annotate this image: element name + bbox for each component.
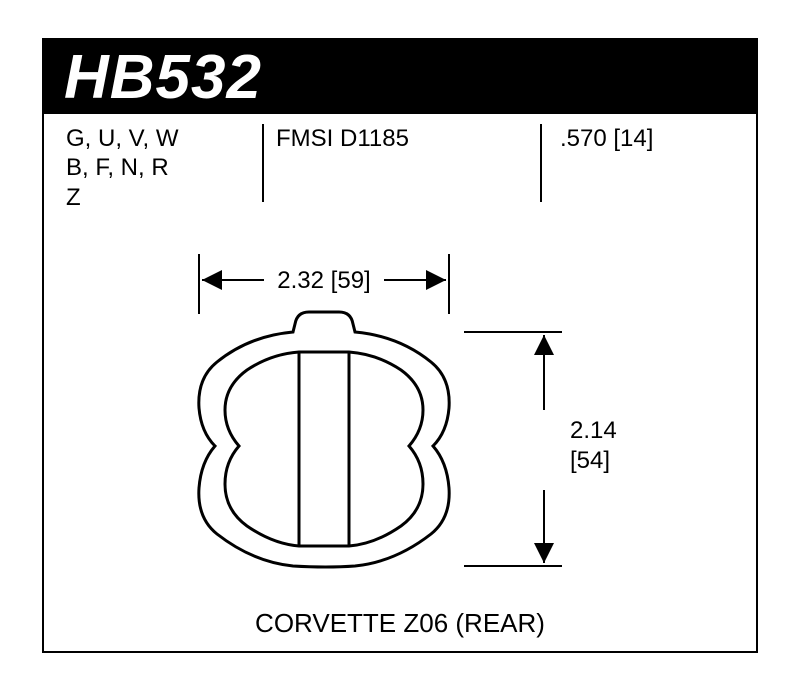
diagram-area: 2.32 [59] 2.14 [44,212,756,612]
height-dimension: 2.14 [54] [464,332,617,566]
compounds-column: G, U, V, W B, F, N, R Z [66,124,260,212]
part-number: HB532 [64,42,262,113]
fmsi-code: FMSI D1185 [276,124,508,153]
brake-pad-outline [199,312,449,567]
thickness-column: .570 [14] [560,124,740,153]
compounds-line: G, U, V, W [66,124,260,153]
thickness-value: .570 [14] [560,124,740,153]
brake-pad-diagram: 2.32 [59] 2.14 [44,212,760,612]
spec-sheet-frame: HB532 G, U, V, W B, F, N, R Z FMSI D1185… [42,38,758,653]
width-in: 2.32 [277,267,324,294]
fmsi-column: FMSI D1185 [276,124,508,153]
height-in: 2.14 [570,417,617,444]
width-dimension: 2.32 [59] [199,254,449,314]
column-separator [262,124,264,202]
svg-text:[54]: [54] [570,447,610,474]
compounds-line: Z [66,183,260,212]
title-bar: HB532 [44,40,756,114]
height-mm: 54 [577,447,604,474]
spec-row: G, U, V, W B, F, N, R Z FMSI D1185 .570 … [44,114,756,212]
svg-text:2.32 [59]: 2.32 [59] [277,267,370,294]
application-label: CORVETTE Z06 (REAR) [44,608,756,639]
compounds-line: B, F, N, R [66,153,260,182]
width-mm: 59 [337,267,364,294]
column-separator [540,124,542,202]
